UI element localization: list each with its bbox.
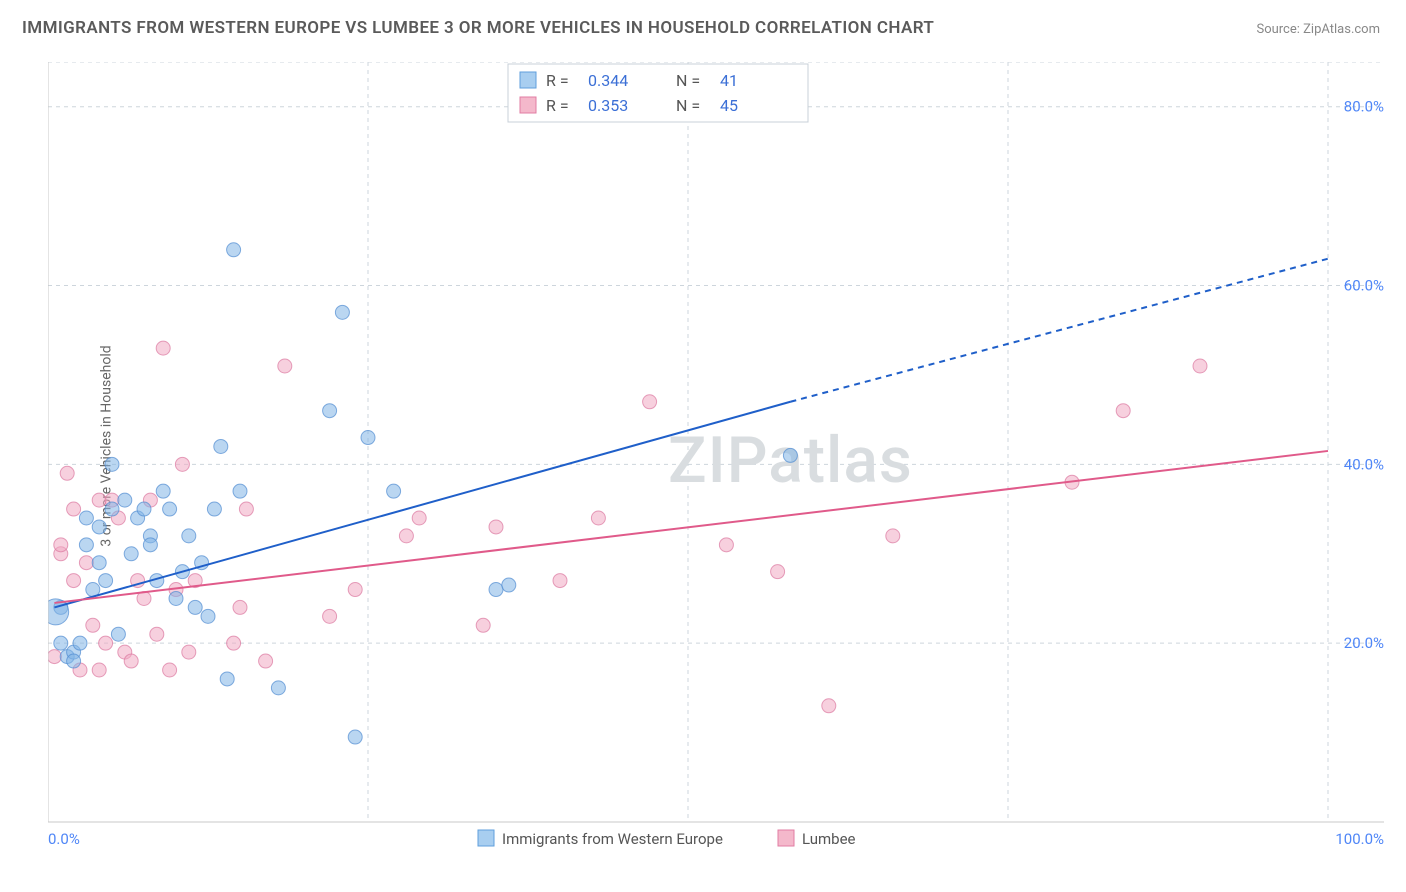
scatter-point-western-europe bbox=[163, 502, 177, 516]
scatter-point-lumbee bbox=[643, 395, 657, 409]
scatter-point-lumbee bbox=[1193, 359, 1207, 373]
scatter-point-lumbee bbox=[1116, 404, 1130, 418]
y-tick-label: 80.0% bbox=[1344, 98, 1384, 116]
stats-n-value-blue: 41 bbox=[720, 71, 738, 90]
scatter-point-western-europe bbox=[54, 636, 68, 650]
scatter-point-western-europe bbox=[271, 681, 285, 695]
source-label: Source: ZipAtlas.com bbox=[1256, 22, 1380, 37]
scatter-point-western-europe bbox=[348, 730, 362, 744]
scatter-point-lumbee bbox=[67, 502, 81, 516]
scatter-point-western-europe bbox=[92, 520, 106, 534]
stats-r-value-pink: 0.353 bbox=[588, 96, 628, 115]
scatter-point-western-europe bbox=[323, 404, 337, 418]
scatter-point-lumbee bbox=[92, 663, 106, 677]
scatter-point-western-europe bbox=[124, 547, 138, 561]
scatter-point-lumbee bbox=[182, 645, 196, 659]
scatter-point-western-europe bbox=[233, 484, 247, 498]
scatter-point-lumbee bbox=[79, 556, 93, 570]
scatter-point-lumbee bbox=[771, 565, 785, 579]
scatter-point-western-europe bbox=[79, 511, 93, 525]
scatter-point-western-europe bbox=[79, 538, 93, 552]
scatter-point-western-europe bbox=[387, 484, 401, 498]
scatter-point-western-europe bbox=[118, 493, 132, 507]
scatter-point-western-europe bbox=[92, 556, 106, 570]
scatter-point-lumbee bbox=[86, 618, 100, 632]
trend-line-western-europe-ext bbox=[790, 259, 1328, 402]
stats-swatch-blue bbox=[520, 72, 536, 88]
scatter-point-western-europe bbox=[214, 439, 228, 453]
scatter-point-lumbee bbox=[150, 627, 164, 641]
scatter-point-lumbee bbox=[553, 574, 567, 588]
scatter-point-lumbee bbox=[124, 654, 138, 668]
scatter-point-western-europe bbox=[143, 538, 157, 552]
stats-n-label: N = bbox=[676, 96, 700, 115]
scatter-point-lumbee bbox=[67, 574, 81, 588]
stats-r-label: R = bbox=[546, 71, 569, 90]
scatter-point-western-europe bbox=[361, 431, 375, 445]
scatter-point-western-europe bbox=[111, 627, 125, 641]
scatter-point-western-europe bbox=[105, 502, 119, 516]
scatter-point-lumbee bbox=[239, 502, 253, 516]
scatter-point-western-europe bbox=[182, 529, 196, 543]
y-tick-label: 20.0% bbox=[1344, 634, 1384, 652]
scatter-point-western-europe bbox=[169, 591, 183, 605]
scatter-point-western-europe bbox=[227, 243, 241, 257]
scatter-point-lumbee bbox=[591, 511, 605, 525]
stats-r-value-blue: 0.344 bbox=[588, 71, 628, 90]
legend-label-western-europe: Immigrants from Western Europe bbox=[502, 830, 723, 848]
legend-swatch-lumbee bbox=[778, 830, 794, 846]
y-tick-label: 60.0% bbox=[1344, 277, 1384, 295]
scatter-point-lumbee bbox=[412, 511, 426, 525]
scatter-point-lumbee bbox=[348, 583, 362, 597]
scatter-point-western-europe bbox=[67, 654, 81, 668]
scatter-point-lumbee bbox=[259, 654, 273, 668]
scatter-point-western-europe bbox=[783, 448, 797, 462]
y-tick-label: 40.0% bbox=[1344, 455, 1384, 473]
scatter-point-lumbee bbox=[227, 636, 241, 650]
scatter-point-lumbee bbox=[886, 529, 900, 543]
stats-r-label: R = bbox=[546, 96, 569, 115]
chart-title: IMMIGRANTS FROM WESTERN EUROPE VS LUMBEE… bbox=[22, 18, 934, 38]
scatter-point-western-europe bbox=[188, 600, 202, 614]
scatter-point-lumbee bbox=[476, 618, 490, 632]
scatter-point-lumbee bbox=[163, 663, 177, 677]
scatter-point-lumbee bbox=[175, 457, 189, 471]
scatter-point-lumbee bbox=[99, 636, 113, 650]
scatter-point-lumbee bbox=[278, 359, 292, 373]
scatter-point-western-europe bbox=[489, 583, 503, 597]
scatter-point-lumbee bbox=[719, 538, 733, 552]
scatter-point-western-europe bbox=[502, 578, 516, 592]
stats-swatch-pink bbox=[520, 97, 536, 113]
x-tick-label: 0.0% bbox=[48, 830, 80, 848]
scatter-point-lumbee bbox=[156, 341, 170, 355]
scatter-point-western-europe bbox=[137, 502, 151, 516]
x-tick-label: 100.0% bbox=[1335, 830, 1384, 848]
scatter-point-western-europe bbox=[207, 502, 221, 516]
scatter-point-lumbee bbox=[48, 650, 61, 664]
scatter-point-lumbee bbox=[60, 466, 74, 480]
scatter-point-lumbee bbox=[489, 520, 503, 534]
stats-n-value-pink: 45 bbox=[720, 96, 738, 115]
scatter-point-western-europe bbox=[105, 457, 119, 471]
legend-label-lumbee: Lumbee bbox=[802, 830, 856, 848]
scatter-point-lumbee bbox=[54, 538, 68, 552]
scatter-point-lumbee bbox=[822, 699, 836, 713]
stats-n-label: N = bbox=[676, 71, 700, 90]
scatter-point-western-europe bbox=[201, 609, 215, 623]
legend-swatch-western-europe bbox=[478, 830, 494, 846]
scatter-point-lumbee bbox=[92, 493, 106, 507]
chart-canvas: ZIPatlas 20.0%40.0%60.0%80.0% 0.0%100.0%… bbox=[48, 62, 1388, 850]
scatter-point-lumbee bbox=[399, 529, 413, 543]
scatter-point-western-europe bbox=[73, 636, 87, 650]
scatter-point-western-europe bbox=[335, 305, 349, 319]
scatter-point-lumbee bbox=[323, 609, 337, 623]
scatter-point-lumbee bbox=[233, 600, 247, 614]
scatter-point-western-europe bbox=[220, 672, 234, 686]
scatter-point-western-europe bbox=[156, 484, 170, 498]
scatter-point-western-europe bbox=[99, 574, 113, 588]
